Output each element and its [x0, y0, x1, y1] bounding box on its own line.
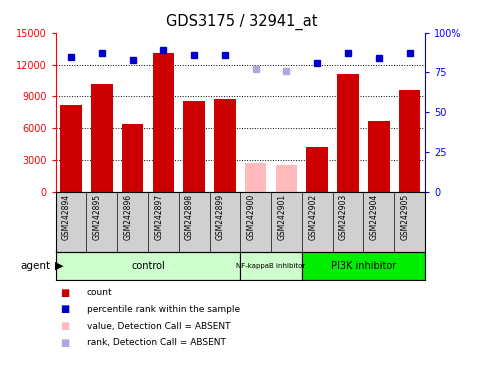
Bar — [337, 74, 359, 192]
Bar — [60, 105, 82, 192]
Bar — [302, 252, 425, 280]
Bar — [307, 147, 328, 192]
Bar — [153, 53, 174, 192]
Bar — [399, 90, 420, 192]
Bar — [241, 252, 302, 280]
Text: GSM242905: GSM242905 — [400, 194, 410, 240]
Text: GSM242898: GSM242898 — [185, 194, 194, 240]
Text: ■: ■ — [60, 338, 70, 348]
Text: GSM242894: GSM242894 — [62, 194, 71, 240]
Text: GSM242899: GSM242899 — [216, 194, 225, 240]
Text: GDS3175 / 32941_at: GDS3175 / 32941_at — [166, 13, 317, 30]
Text: NF-kappaB inhibitor: NF-kappaB inhibitor — [237, 263, 306, 269]
Text: control: control — [131, 261, 165, 271]
Text: PI3K inhibitor: PI3K inhibitor — [331, 261, 396, 271]
Bar — [122, 124, 143, 192]
Bar — [56, 252, 241, 280]
Text: GSM242897: GSM242897 — [154, 194, 163, 240]
Text: ■: ■ — [60, 288, 70, 298]
Text: ■: ■ — [60, 321, 70, 331]
Text: value, Detection Call = ABSENT: value, Detection Call = ABSENT — [87, 322, 230, 331]
Text: rank, Detection Call = ABSENT: rank, Detection Call = ABSENT — [87, 338, 226, 348]
Text: ▶: ▶ — [55, 261, 63, 271]
Bar — [184, 101, 205, 192]
Text: ■: ■ — [60, 305, 70, 314]
Text: GSM242902: GSM242902 — [308, 194, 317, 240]
Bar — [245, 163, 267, 192]
Bar — [91, 84, 113, 192]
Text: GSM242904: GSM242904 — [370, 194, 379, 240]
Text: count: count — [87, 288, 113, 297]
Text: GSM242901: GSM242901 — [277, 194, 286, 240]
Text: percentile rank within the sample: percentile rank within the sample — [87, 305, 240, 314]
Text: GSM242895: GSM242895 — [93, 194, 102, 240]
Text: GSM242900: GSM242900 — [247, 194, 256, 240]
Bar — [368, 121, 390, 192]
Text: GSM242903: GSM242903 — [339, 194, 348, 240]
Text: agent: agent — [21, 261, 51, 271]
Text: GSM242896: GSM242896 — [124, 194, 132, 240]
Bar — [276, 166, 297, 192]
Bar — [214, 99, 236, 192]
